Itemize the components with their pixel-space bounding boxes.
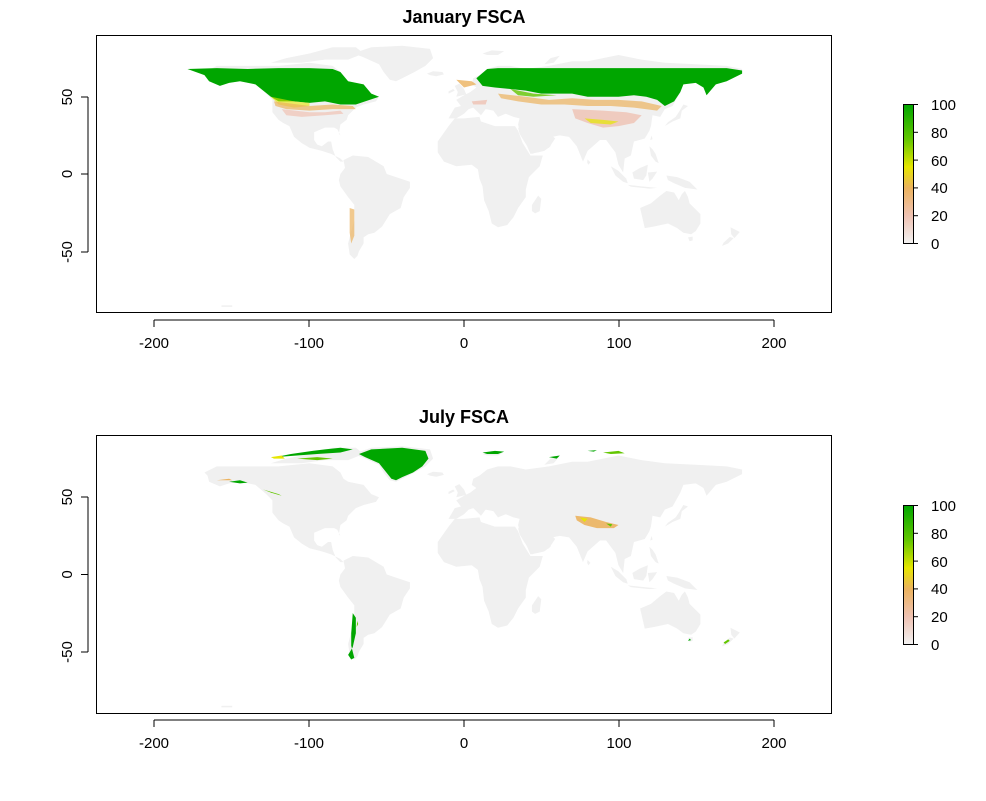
x-tick-label: -200 xyxy=(139,735,169,752)
legend-tick-label: 20 xyxy=(931,609,948,626)
legend-tick-label: 20 xyxy=(931,208,948,225)
x-tick-label: 0 xyxy=(460,735,468,752)
legend-tick-label: 100 xyxy=(931,97,956,114)
x-tick-label: 100 xyxy=(606,735,631,752)
july-panel: July FSCA xyxy=(59,407,956,752)
legend-tick-label: 0 xyxy=(931,637,939,654)
y-tick-label: 50 xyxy=(59,489,76,506)
color-legend: 100 80 60 40 20 0 xyxy=(903,498,956,654)
legend-tick-label: 40 xyxy=(931,180,948,197)
x-axis: -200 -100 0 100 200 xyxy=(139,719,787,752)
legend-tick-label: 80 xyxy=(931,125,948,142)
panel-title: January FSCA xyxy=(402,7,525,27)
y-axis: 50 0 -50 xyxy=(59,89,89,263)
y-tick-label: 50 xyxy=(59,89,76,106)
legend-colorbar xyxy=(903,104,914,244)
legend-tick-label: 100 xyxy=(931,498,956,515)
legend-colorbar xyxy=(903,505,914,645)
legend-tick-label: 80 xyxy=(931,526,948,543)
map-area xyxy=(187,45,743,307)
x-tick-label: 100 xyxy=(606,335,631,352)
y-tick-label: -50 xyxy=(59,641,76,663)
y-tick-label: 0 xyxy=(59,170,76,178)
map-area xyxy=(204,446,743,708)
legend-tick-label: 0 xyxy=(931,236,939,253)
x-tick-label: 200 xyxy=(761,335,786,352)
x-tick-label: -100 xyxy=(294,335,324,352)
x-tick-label: 200 xyxy=(761,735,786,752)
y-axis: 50 0 -50 xyxy=(59,489,89,663)
x-tick-label: 0 xyxy=(460,335,468,352)
snow-cover xyxy=(187,68,743,244)
y-tick-label: 0 xyxy=(59,570,76,578)
x-tick-label: -200 xyxy=(139,335,169,352)
january-panel: January FSCA xyxy=(59,7,956,352)
panel-title: July FSCA xyxy=(419,407,509,427)
legend-tick-label: 60 xyxy=(931,554,948,571)
legend-tick-label: 40 xyxy=(931,581,948,598)
color-legend: 100 80 60 40 20 0 xyxy=(903,97,956,253)
legend-tick-label: 60 xyxy=(931,153,948,170)
snow-cover xyxy=(216,447,730,660)
x-tick-label: -100 xyxy=(294,735,324,752)
x-axis: -200 -100 0 100 200 xyxy=(139,319,787,352)
y-tick-label: -50 xyxy=(59,241,76,263)
